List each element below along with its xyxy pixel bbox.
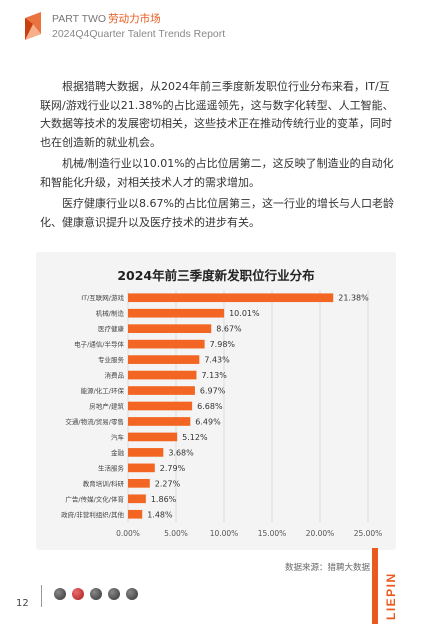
- paragraph-3: 医疗健康行业以8.67%的占比位居第三，这一行业的增长与人口老龄化、健康意识提升…: [40, 197, 394, 229]
- value-label: 3.68%: [168, 448, 194, 457]
- bar: [128, 479, 150, 488]
- chart-title: 2024年前三季度新发职位行业分布: [117, 268, 315, 283]
- bar: [128, 308, 225, 318]
- chart-card: 2024年前三季度新发职位行业分布 0.00% 5.00% 10.00% 15.00%…: [36, 252, 396, 550]
- bar: [128, 324, 212, 333]
- category-label: 机械/制造: [96, 309, 125, 318]
- x-tick-label: 10.00%: [210, 529, 239, 538]
- bar: [128, 509, 143, 519]
- x-tick-label: 15.00%: [258, 529, 287, 538]
- x-tick-label: 25.00%: [354, 529, 383, 538]
- value-label: 7.43%: [204, 356, 230, 365]
- bar: [128, 494, 146, 504]
- category-label: 房地产/建筑: [89, 402, 124, 411]
- bar: [128, 448, 164, 457]
- page-number: 12: [16, 598, 29, 609]
- bar: [128, 339, 205, 349]
- header-report-title: 2024Q4Quarter Talent Trends Report: [52, 28, 226, 40]
- globe-icon: [90, 588, 102, 600]
- header-part-zh: 劳动力市场: [108, 13, 161, 25]
- value-label: 6.49%: [195, 417, 221, 426]
- value-label: 8.67%: [216, 325, 242, 334]
- brand-accent-bar: [372, 548, 378, 624]
- value-label: 6.97%: [200, 387, 226, 396]
- paragraph-1: 根据猎聘大数据，从2024年前三季度新发职位行业分布来看，IT/互联网/游戏行业…: [40, 80, 394, 149]
- category-label: 专业服务: [98, 355, 125, 364]
- category-label: 金融: [111, 448, 125, 457]
- value-label: 7.98%: [210, 340, 236, 349]
- value-label: 2.79%: [160, 464, 186, 473]
- data-source: 数据来源：猎聘大数据: [284, 563, 370, 573]
- category-label: 汽车: [111, 432, 125, 441]
- header-part-en: PART TWO: [52, 13, 107, 25]
- globe-icon: [126, 588, 138, 600]
- body-text: 根据猎聘大数据，从2024年前三季度新发职位行业分布来看，IT/互联网/游戏行业…: [40, 78, 394, 232]
- value-label: 2.27%: [155, 479, 181, 488]
- value-label: 10.01%: [229, 309, 260, 318]
- value-label: 21.38%: [338, 294, 369, 303]
- value-label: 6.68%: [197, 402, 223, 411]
- category-label: 生活服务: [98, 463, 125, 472]
- bar: [128, 401, 193, 411]
- category-label: 能源/化工/环保: [81, 386, 125, 395]
- bar: [128, 432, 178, 442]
- paragraph-2: 机械/制造行业以10.01%的占比位居第二，这反映了制造业的自动化和智能化升级，…: [40, 157, 394, 189]
- x-tick-label: 20.00%: [306, 529, 335, 538]
- category-label: 政府/非营利组织/其他: [61, 510, 124, 519]
- category-label: IT/互联网/游戏: [81, 293, 124, 302]
- report-logo-icon: [25, 12, 41, 40]
- header-part-label: PART TWO 劳动力市场: [52, 11, 161, 26]
- brand-vertical-text: LIEPIN: [384, 572, 398, 620]
- value-label: 7.13%: [201, 371, 227, 380]
- brand-name: LIEPIN: [384, 572, 398, 620]
- brand-badge-icon: [72, 588, 84, 600]
- globe-icon: [108, 588, 120, 600]
- value-label: 5.12%: [182, 433, 208, 442]
- category-label: 交通/物流/贸易/零售: [65, 417, 124, 426]
- bar: [128, 417, 191, 426]
- category-label: 教育培训/科研: [83, 479, 125, 488]
- x-tick-label: 5.00%: [164, 529, 188, 538]
- value-label: 1.86%: [151, 495, 177, 504]
- industry-distribution-chart: 2024年前三季度新发职位行业分布 0.00% 5.00% 10.00% 15.00%…: [61, 268, 383, 538]
- x-tick-label: 0.00%: [116, 529, 140, 538]
- bar: [128, 386, 195, 395]
- bar: [128, 355, 200, 364]
- bar: [128, 370, 197, 380]
- category-label: 广告/传媒/文化/体育: [65, 494, 124, 503]
- category-label: 电子/通信/半导体: [74, 340, 124, 349]
- category-label: 消费品: [105, 371, 125, 380]
- category-label: 医疗健康: [98, 324, 125, 333]
- footer-divider: [41, 585, 42, 607]
- value-label: 1.48%: [147, 510, 173, 519]
- bar: [128, 463, 155, 473]
- bar: [128, 293, 334, 303]
- globe-icon: [54, 588, 66, 600]
- footer-decoration: [54, 588, 138, 600]
